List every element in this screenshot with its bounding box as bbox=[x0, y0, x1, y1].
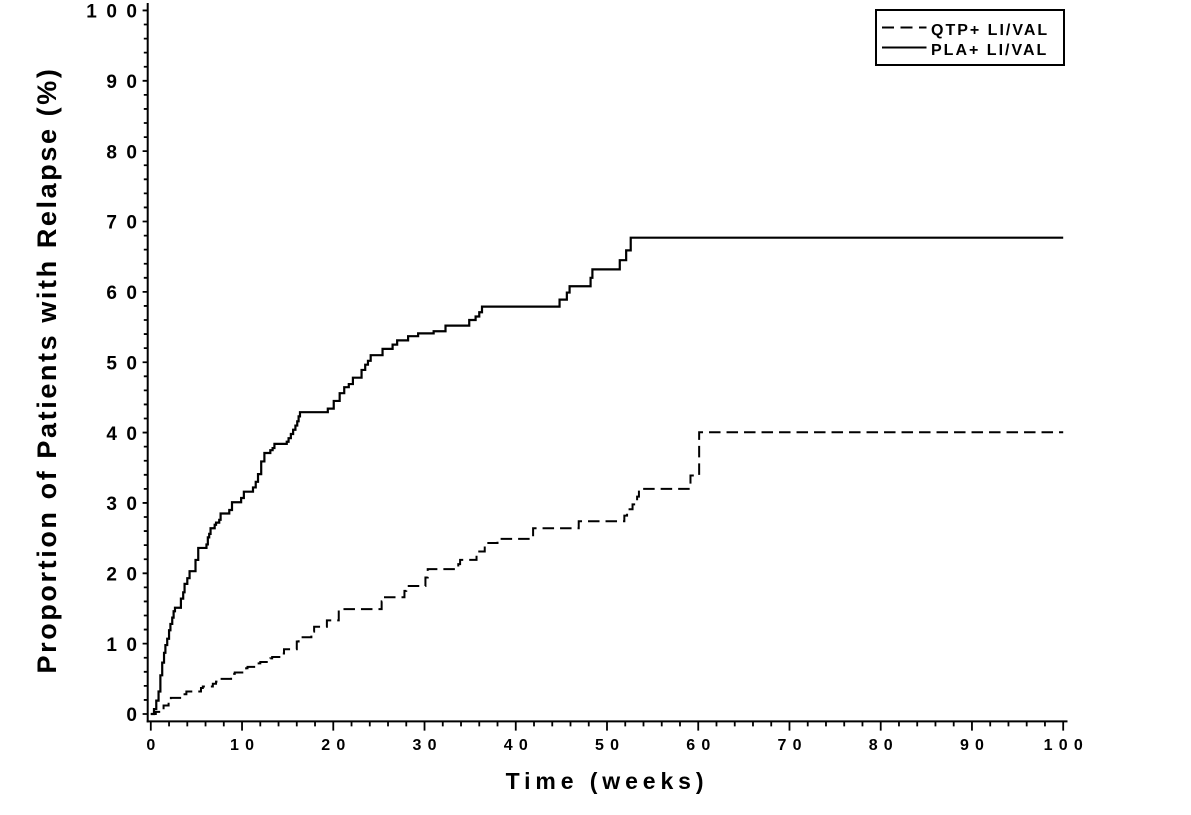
svg-text:50: 50 bbox=[595, 737, 625, 754]
svg-text:20: 20 bbox=[106, 564, 146, 585]
svg-text:30: 30 bbox=[413, 737, 443, 754]
svg-text:20: 20 bbox=[321, 737, 351, 754]
svg-text:0: 0 bbox=[146, 737, 161, 754]
svg-text:100: 100 bbox=[86, 2, 146, 23]
svg-text:100: 100 bbox=[1044, 737, 1089, 754]
svg-text:PLA+ LI/VAL: PLA+ LI/VAL bbox=[931, 42, 1048, 59]
svg-text:40: 40 bbox=[106, 424, 146, 445]
svg-text:70: 70 bbox=[777, 737, 807, 754]
svg-text:90: 90 bbox=[960, 737, 990, 754]
svg-text:80: 80 bbox=[106, 142, 146, 163]
svg-text:Time (weeks): Time (weeks) bbox=[506, 768, 709, 794]
svg-text:70: 70 bbox=[106, 213, 146, 234]
svg-text:90: 90 bbox=[106, 72, 146, 93]
svg-text:40: 40 bbox=[504, 737, 534, 754]
svg-text:QTP+ LI/VAL: QTP+ LI/VAL bbox=[931, 22, 1049, 39]
svg-text:Proportion of Patients with Re: Proportion of Patients with Relapse (%) bbox=[32, 67, 62, 674]
svg-text:60: 60 bbox=[686, 737, 716, 754]
svg-text:60: 60 bbox=[106, 283, 146, 304]
svg-text:80: 80 bbox=[869, 737, 899, 754]
svg-text:10: 10 bbox=[106, 635, 146, 656]
svg-text:0: 0 bbox=[126, 705, 146, 726]
svg-text:10: 10 bbox=[230, 737, 260, 754]
svg-text:50: 50 bbox=[106, 353, 146, 374]
svg-text:30: 30 bbox=[106, 494, 146, 515]
